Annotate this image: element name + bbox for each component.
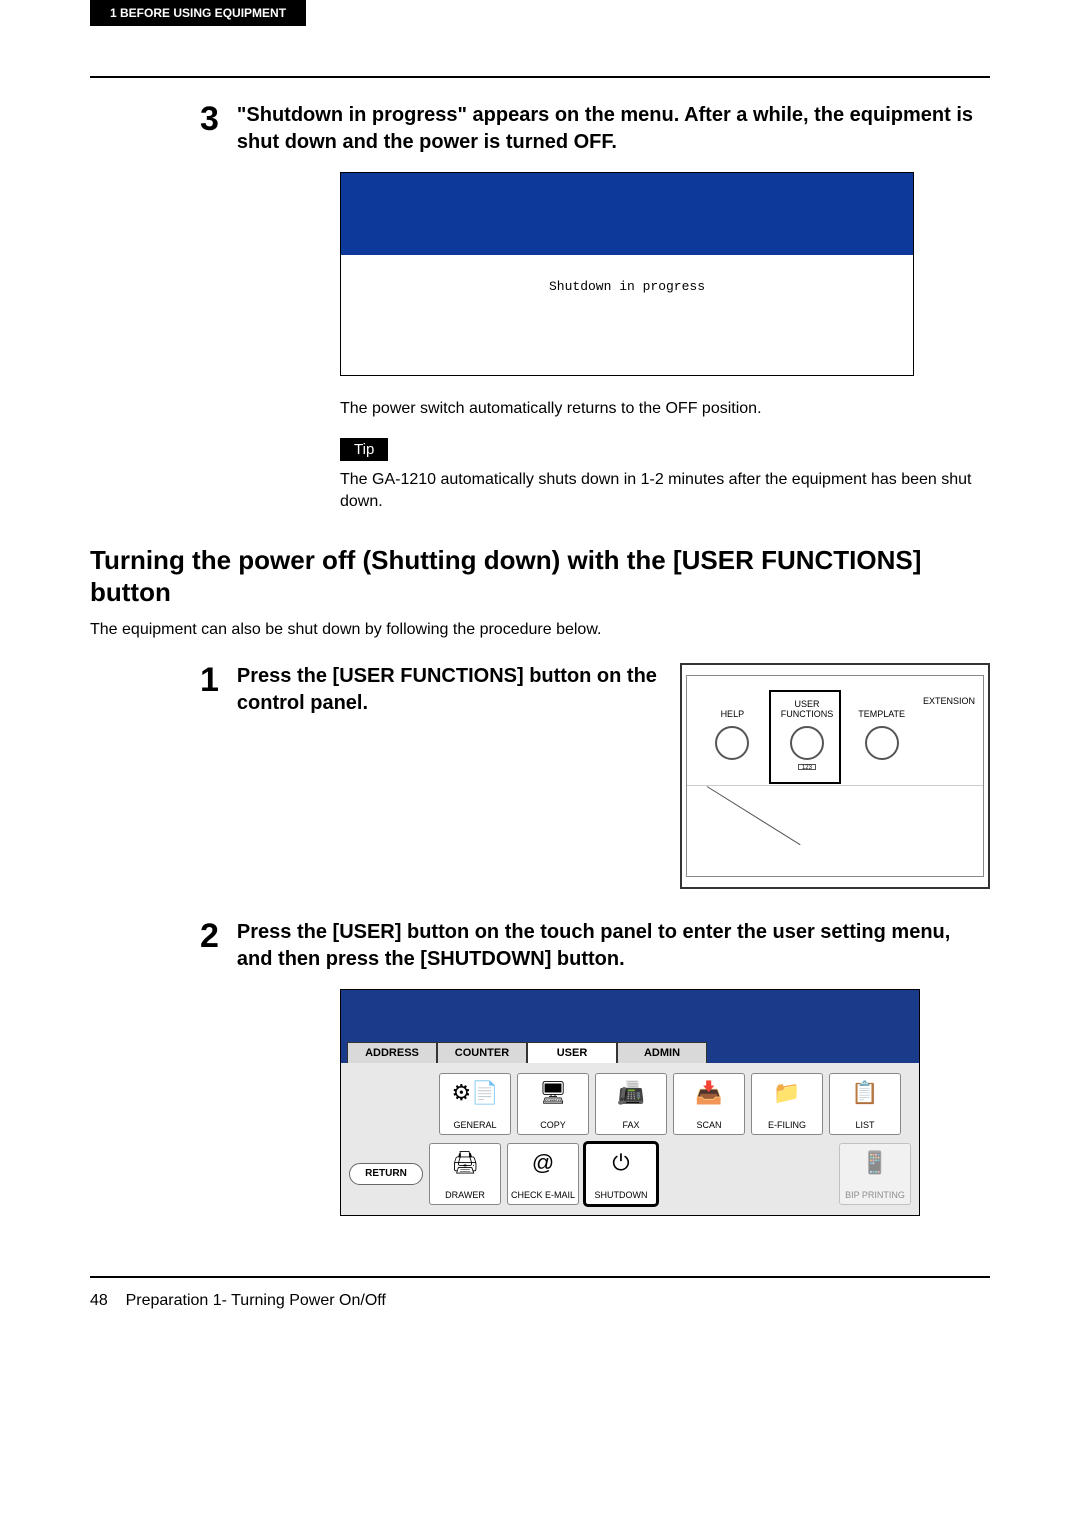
copy-icon: 🖥 <box>539 1078 567 1108</box>
step-number: 1 <box>200 663 219 889</box>
touch-panel-tabs: ADDRESS COUNTER USER ADMIN <box>341 1042 919 1063</box>
list-button[interactable]: 📋LIST <box>829 1073 901 1135</box>
shutdown-screen-body: Shutdown in progress <box>341 255 913 375</box>
icon-row-2: RETURN 🖨DRAWER @CHECK E-MAIL ⏻SHUTDOWN 📱… <box>349 1143 911 1205</box>
touch-panel-header <box>341 990 919 1042</box>
rule-top <box>90 76 990 78</box>
tip-label: Tip <box>340 438 388 461</box>
return-button[interactable]: RETURN <box>349 1163 423 1185</box>
step-3: 3 "Shutdown in progress" appears on the … <box>200 102 990 156</box>
drawer-button[interactable]: 🖨DRAWER <box>429 1143 501 1205</box>
efiling-icon: 📁 <box>773 1078 800 1108</box>
page-number: 48 <box>90 1292 108 1309</box>
step-number: 3 <box>200 102 219 156</box>
step-2: 2 Press the [USER] button on the touch p… <box>200 919 990 973</box>
step-text: "Shutdown in progress" appears on the me… <box>237 102 990 156</box>
icon-row-1: ⚙📄GENERAL 🖥COPY 📠FAX 📥SCAN 📁E-FILING 📋LI… <box>439 1073 911 1135</box>
help-button: HELP <box>699 696 766 777</box>
highlight-box <box>769 690 841 784</box>
shutdown-screen-header <box>341 173 913 255</box>
page-footer: 48 Preparation 1- Turning Power On/Off <box>90 1292 990 1310</box>
footer-text: Preparation 1- Turning Power On/Off <box>126 1292 386 1309</box>
efiling-button[interactable]: 📁E-FILING <box>751 1073 823 1135</box>
shutdown-icon: ⏻ <box>612 1148 629 1178</box>
chapter-header-tab: 1 BEFORE USING EQUIPMENT <box>90 0 306 26</box>
copy-button[interactable]: 🖥COPY <box>517 1073 589 1135</box>
content: 3 "Shutdown in progress" appears on the … <box>200 102 990 514</box>
drawer-icon: 🖨 <box>451 1148 479 1178</box>
step-text: Press the [USER] button on the touch pan… <box>237 919 990 973</box>
section-intro: The equipment can also be shut down by f… <box>90 621 990 639</box>
extension-label: EXTENSION <box>923 696 975 777</box>
general-icon: ⚙📄 <box>451 1078 498 1108</box>
rule-bottom <box>90 1276 990 1278</box>
touch-panel-screenshot: ADDRESS COUNTER USER ADMIN ⚙📄GENERAL 🖥CO… <box>340 989 920 1216</box>
fax-icon: 📠 <box>617 1078 644 1108</box>
tip-text: The GA-1210 automatically shuts down in … <box>340 469 990 514</box>
check-email-button[interactable]: @CHECK E-MAIL <box>507 1143 579 1205</box>
fax-button[interactable]: 📠FAX <box>595 1073 667 1135</box>
step-1-row: 1 Press the [USER FUNCTIONS] button on t… <box>200 663 990 889</box>
shutdown-screen: Shutdown in progress <box>340 172 914 376</box>
power-switch-note: The power switch automatically returns t… <box>340 400 990 418</box>
callout-line <box>707 786 801 845</box>
tab-counter[interactable]: COUNTER <box>437 1042 527 1063</box>
tab-admin[interactable]: ADMIN <box>617 1042 707 1063</box>
shutdown-button[interactable]: ⏻SHUTDOWN <box>585 1143 657 1205</box>
general-button[interactable]: ⚙📄GENERAL <box>439 1073 511 1135</box>
scan-icon: 📥 <box>695 1078 722 1108</box>
tab-address[interactable]: ADDRESS <box>347 1042 437 1063</box>
bip-icon: 📱 <box>861 1148 888 1178</box>
step-number: 2 <box>200 919 219 973</box>
shutdown-message: Shutdown in progress <box>549 279 705 294</box>
step-text: Press the [USER FUNCTIONS] button on the… <box>237 663 660 889</box>
tab-user[interactable]: USER <box>527 1042 617 1063</box>
scan-button[interactable]: 📥SCAN <box>673 1073 745 1135</box>
section-heading: Turning the power off (Shutting down) wi… <box>90 544 990 609</box>
page: 1 BEFORE USING EQUIPMENT 3 "Shutdown in … <box>0 0 1080 1350</box>
template-button: TEMPLATE <box>848 696 915 777</box>
control-panel-illustration: HELP USER FUNCTIONS 123 TEMPLATE EXT <box>680 663 990 889</box>
list-icon: 📋 <box>851 1078 878 1108</box>
email-icon: @ <box>532 1148 554 1178</box>
touch-panel-body: ⚙📄GENERAL 🖥COPY 📠FAX 📥SCAN 📁E-FILING 📋LI… <box>341 1063 919 1215</box>
bip-printing-button: 📱BIP PRINTING <box>839 1143 911 1205</box>
